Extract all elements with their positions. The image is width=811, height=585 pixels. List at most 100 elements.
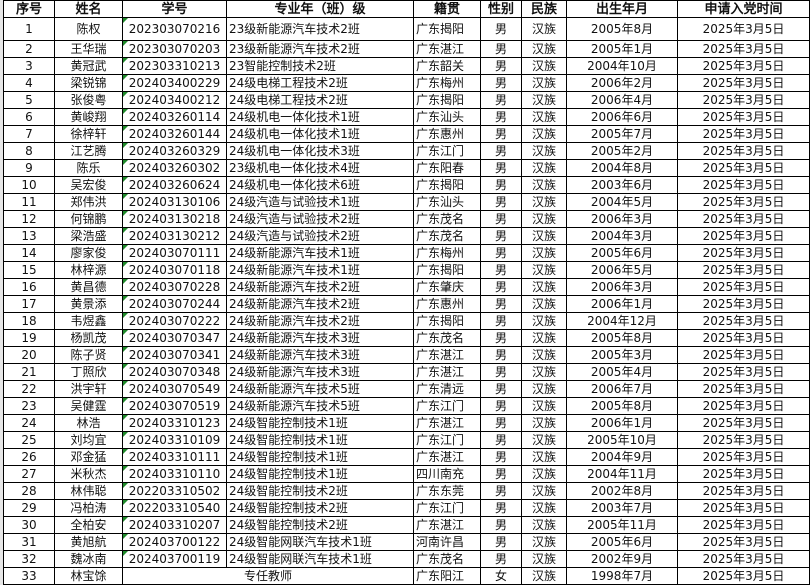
- cell-origin[interactable]: 广东韶关: [413, 57, 481, 75]
- cell-ethnicity[interactable]: 汉族: [521, 448, 567, 466]
- cell-birth[interactable]: 2006年6月: [566, 108, 678, 126]
- cell-no[interactable]: 4: [3, 74, 55, 92]
- cell-class[interactable]: 24级汽造与试验技术1班: [226, 193, 414, 211]
- cell-ethnicity[interactable]: 汉族: [521, 329, 567, 347]
- cell-apply-date[interactable]: 2025年3月5日: [677, 57, 810, 75]
- cell-origin[interactable]: 广东江门: [413, 142, 481, 160]
- cell-student-id[interactable]: 202403070111: [122, 244, 227, 262]
- cell-apply-date[interactable]: 2025年3月5日: [677, 142, 810, 160]
- cell-birth[interactable]: 2004年5月: [566, 193, 678, 211]
- cell-apply-date[interactable]: 2025年3月5日: [677, 74, 810, 92]
- cell-origin[interactable]: 广东揭阳: [413, 176, 481, 194]
- cell-apply-date[interactable]: 2025年3月5日: [677, 91, 810, 109]
- cell-origin[interactable]: 广东茂名: [413, 550, 481, 568]
- cell-student-id[interactable]: 202403260624: [122, 176, 227, 194]
- cell-name[interactable]: 廖家俊: [54, 244, 123, 262]
- cell-name[interactable]: 林伟聪: [54, 482, 123, 500]
- cell-gender[interactable]: 男: [480, 17, 522, 41]
- cell-class[interactable]: 24级汽造与试验技术2班: [226, 227, 414, 245]
- cell-origin[interactable]: 广东惠州: [413, 295, 481, 313]
- cell-class[interactable]: 24级智能控制技术2班: [226, 516, 414, 534]
- cell-ethnicity[interactable]: 汉族: [521, 159, 567, 177]
- header-ethnicity[interactable]: 民族: [521, 0, 567, 18]
- cell-gender[interactable]: 男: [480, 74, 522, 92]
- cell-student-id[interactable]: 202403070549: [122, 380, 227, 398]
- cell-class[interactable]: 24级新能源汽车技术1班: [226, 244, 414, 262]
- cell-birth[interactable]: 2004年9月: [566, 448, 678, 466]
- cell-student-id[interactable]: 202403310111: [122, 448, 227, 466]
- cell-name[interactable]: 全柏安: [54, 516, 123, 534]
- cell-ethnicity[interactable]: 汉族: [521, 227, 567, 245]
- cell-ethnicity[interactable]: 汉族: [521, 312, 567, 330]
- cell-no[interactable]: 12: [3, 210, 55, 228]
- cell-gender[interactable]: 男: [480, 312, 522, 330]
- cell-origin[interactable]: 广东江门: [413, 499, 481, 517]
- cell-no[interactable]: 29: [3, 499, 55, 517]
- cell-no[interactable]: 22: [3, 380, 55, 398]
- cell-student-id[interactable]: 202403700119: [122, 550, 227, 568]
- cell-no[interactable]: 25: [3, 431, 55, 449]
- cell-class[interactable]: 24级智能控制技术2班: [226, 482, 414, 500]
- cell-ethnicity[interactable]: 汉族: [521, 108, 567, 126]
- cell-name[interactable]: 陈乐: [54, 159, 123, 177]
- cell-no[interactable]: 8: [3, 142, 55, 160]
- cell-student-id[interactable]: 202403130106: [122, 193, 227, 211]
- cell-student-id[interactable]: 202403070222: [122, 312, 227, 330]
- cell-apply-date[interactable]: 2025年3月5日: [677, 363, 810, 381]
- header-gender[interactable]: 性别: [480, 0, 522, 18]
- cell-ethnicity[interactable]: 汉族: [521, 431, 567, 449]
- cell-origin[interactable]: 广东湛江: [413, 346, 481, 364]
- cell-apply-date[interactable]: 2025年3月5日: [677, 567, 810, 585]
- cell-ethnicity[interactable]: 汉族: [521, 17, 567, 41]
- cell-name[interactable]: 洪宇轩: [54, 380, 123, 398]
- cell-no[interactable]: 3: [3, 57, 55, 75]
- cell-name[interactable]: 韦煜鑫: [54, 312, 123, 330]
- cell-class[interactable]: 24级新能源汽车技术2班: [226, 278, 414, 296]
- cell-no[interactable]: 7: [3, 125, 55, 143]
- cell-ethnicity[interactable]: 汉族: [521, 142, 567, 160]
- cell-gender[interactable]: 男: [480, 261, 522, 279]
- cell-apply-date[interactable]: 2025年3月5日: [677, 210, 810, 228]
- cell-birth[interactable]: 2004年12月: [566, 312, 678, 330]
- cell-apply-date[interactable]: 2025年3月5日: [677, 312, 810, 330]
- cell-gender[interactable]: 女: [480, 567, 522, 585]
- cell-class[interactable]: 24级智能控制技术1班: [226, 465, 414, 483]
- cell-origin[interactable]: 广东湛江: [413, 414, 481, 432]
- cell-apply-date[interactable]: 2025年3月5日: [677, 414, 810, 432]
- cell-birth[interactable]: 2004年11月: [566, 465, 678, 483]
- header-origin[interactable]: 籍贯: [413, 0, 481, 18]
- cell-gender[interactable]: 男: [480, 397, 522, 415]
- cell-apply-date[interactable]: 2025年3月5日: [677, 125, 810, 143]
- cell-apply-date[interactable]: 2025年3月5日: [677, 193, 810, 211]
- cell-student-id[interactable]: 202403260114: [122, 108, 227, 126]
- cell-class[interactable]: 24级机电一体化技术6班: [226, 176, 414, 194]
- cell-apply-date[interactable]: 2025年3月5日: [677, 550, 810, 568]
- cell-gender[interactable]: 男: [480, 363, 522, 381]
- cell-gender[interactable]: 男: [480, 499, 522, 517]
- cell-class[interactable]: 24级智能网联汽车技术1班: [226, 533, 414, 551]
- cell-gender[interactable]: 男: [480, 380, 522, 398]
- cell-apply-date[interactable]: 2025年3月5日: [677, 40, 810, 58]
- cell-class[interactable]: 24级汽造与试验技术2班: [226, 210, 414, 228]
- cell-no[interactable]: 24: [3, 414, 55, 432]
- cell-ethnicity[interactable]: 汉族: [521, 482, 567, 500]
- cell-name[interactable]: 徐梓轩: [54, 125, 123, 143]
- cell-class[interactable]: 24级智能控制技术2班: [226, 499, 414, 517]
- header-apply-date[interactable]: 申请入党时间: [677, 0, 810, 18]
- cell-birth[interactable]: 2004年3月: [566, 227, 678, 245]
- cell-birth[interactable]: 2006年3月: [566, 278, 678, 296]
- cell-class[interactable]: 24级新能源汽车技术5班: [226, 397, 414, 415]
- cell-class[interactable]: 23级新能源汽车技术2班: [226, 17, 414, 41]
- cell-no[interactable]: 14: [3, 244, 55, 262]
- cell-birth[interactable]: 2005年3月: [566, 346, 678, 364]
- cell-ethnicity[interactable]: 汉族: [521, 57, 567, 75]
- header-student-id[interactable]: 学号: [122, 0, 227, 18]
- cell-apply-date[interactable]: 2025年3月5日: [677, 499, 810, 517]
- cell-class[interactable]: 24级新能源汽车技术2班: [226, 295, 414, 313]
- cell-name[interactable]: 魏冰南: [54, 550, 123, 568]
- cell-ethnicity[interactable]: 汉族: [521, 40, 567, 58]
- cell-name[interactable]: 刘均宜: [54, 431, 123, 449]
- cell-apply-date[interactable]: 2025年3月5日: [677, 448, 810, 466]
- cell-gender[interactable]: 男: [480, 108, 522, 126]
- cell-origin[interactable]: 广东江门: [413, 431, 481, 449]
